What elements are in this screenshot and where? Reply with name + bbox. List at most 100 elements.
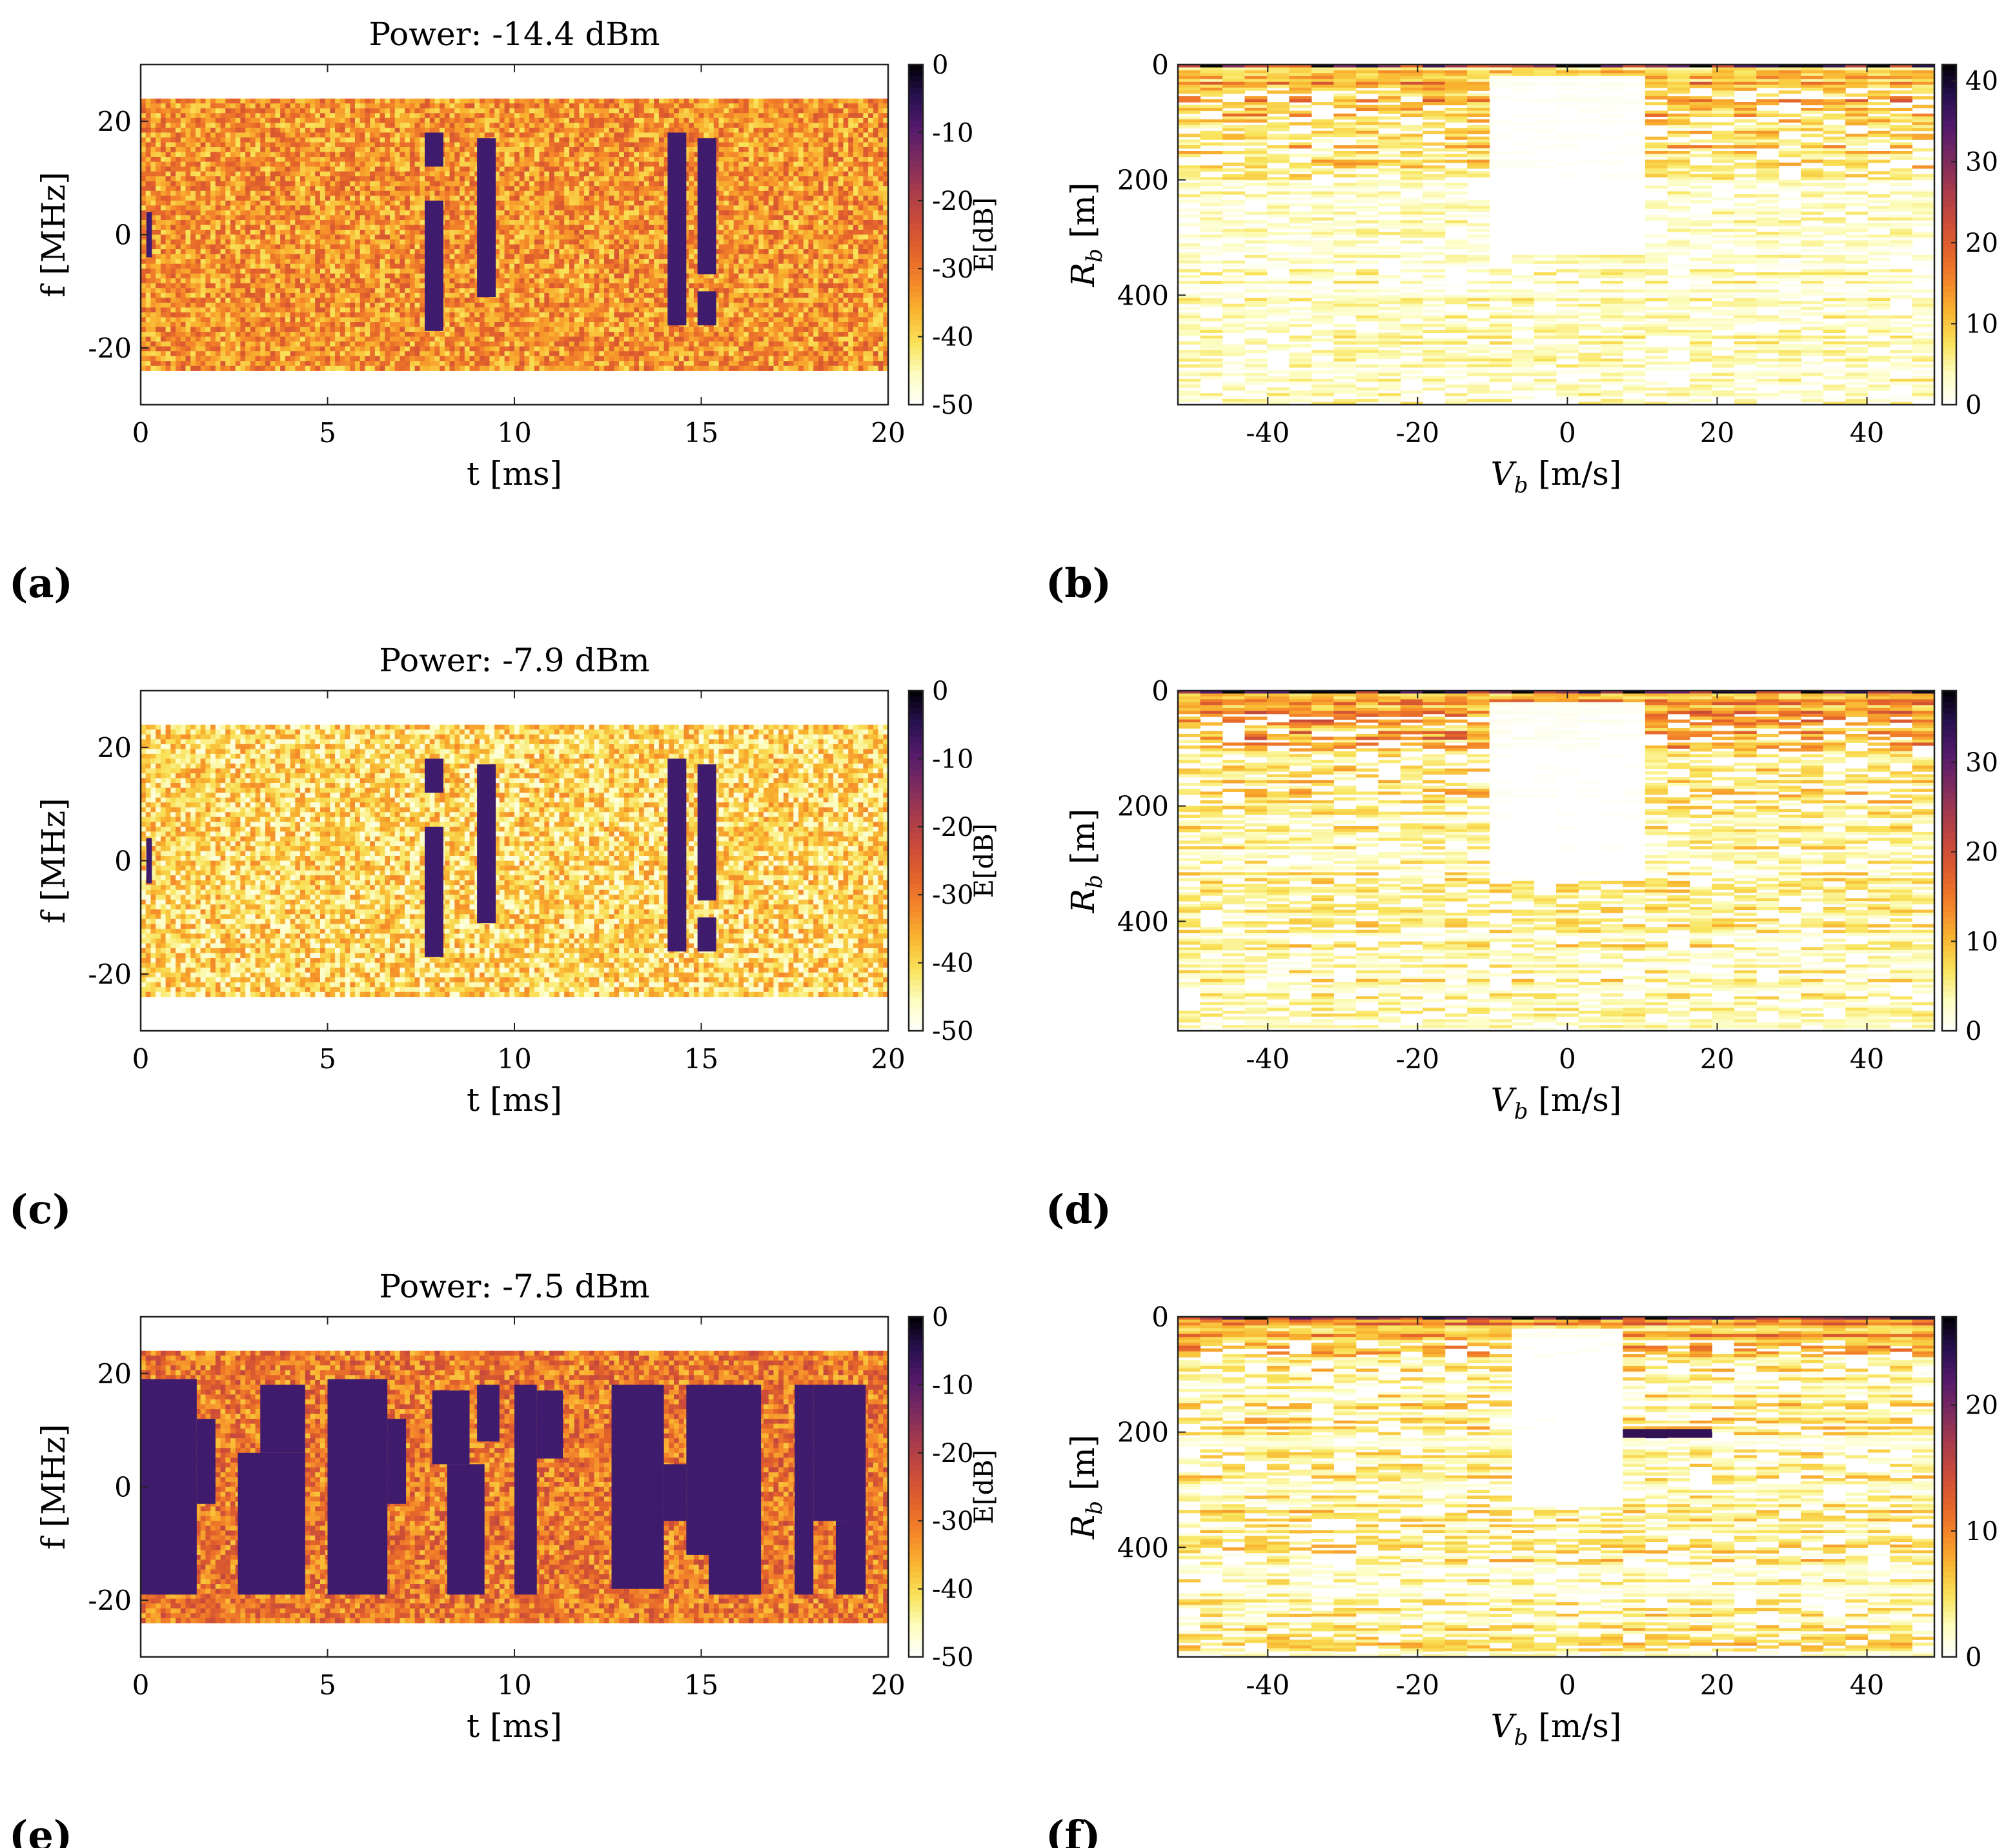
noise-cell [295, 128, 300, 133]
noise-cell [270, 118, 276, 123]
noise-cell [619, 128, 624, 133]
noise-cell [559, 128, 564, 133]
noise-cell [758, 113, 764, 118]
noise-cell [619, 103, 624, 108]
noise-cell [719, 99, 724, 104]
noise-cell [594, 99, 600, 104]
noise-cell [789, 118, 794, 123]
noise-cell [300, 108, 305, 114]
noise-cell [150, 123, 156, 128]
noise-cell [679, 113, 684, 118]
noise-cell [375, 103, 380, 108]
noise-cell [789, 113, 794, 118]
noise-cell [355, 113, 360, 118]
noise-cell [798, 118, 804, 123]
noise-cell [644, 118, 649, 123]
noise-cell [764, 118, 769, 123]
noise-cell [649, 99, 654, 104]
noise-cell [210, 103, 216, 108]
noise-cell [150, 108, 156, 114]
noise-cell [853, 99, 858, 104]
noise-cell [245, 103, 250, 108]
noise-cell [181, 128, 186, 133]
noise-cell [540, 118, 545, 123]
noise-cell [350, 123, 355, 128]
noise-cell [325, 123, 330, 128]
noise-cell [569, 123, 574, 128]
noise-cell [749, 132, 754, 137]
noise-cell [529, 99, 534, 104]
noise-cell [758, 108, 764, 114]
noise-cell [405, 99, 410, 104]
noise-cell [176, 113, 181, 118]
noise-cell [609, 118, 614, 123]
noise-cell [170, 113, 176, 118]
noise-cell [370, 99, 375, 104]
noise-cell [201, 132, 206, 137]
noise-cell [659, 118, 664, 123]
noise-cell [190, 118, 196, 123]
noise-cell [679, 118, 684, 123]
noise-cell [345, 108, 350, 114]
noise-cell [460, 132, 465, 137]
noise-cell [365, 118, 370, 123]
noise-cell [161, 118, 166, 123]
noise-cell [704, 103, 709, 108]
noise-cell [150, 103, 156, 108]
noise-cell [190, 132, 196, 137]
noise-cell [828, 113, 833, 118]
noise-cell [460, 113, 465, 118]
noise-cell [744, 128, 749, 133]
noise-cell [445, 99, 450, 104]
noise-cell [778, 118, 784, 123]
noise-cell [415, 128, 420, 133]
noise-cell [564, 99, 569, 104]
noise-cell [838, 128, 844, 133]
noise-cell [290, 103, 296, 108]
noise-cell [773, 103, 778, 108]
noise-cell [380, 118, 385, 123]
noise-cell [216, 103, 221, 108]
noise-cell [738, 128, 744, 133]
noise-cell [629, 99, 634, 104]
noise-cell [878, 118, 884, 123]
noise-cell [385, 99, 390, 104]
noise-cell [654, 103, 659, 108]
noise-cell [405, 128, 410, 133]
noise-cell [734, 118, 739, 123]
noise-cell [300, 132, 305, 137]
noise-cell [375, 113, 380, 118]
noise-cell [659, 132, 664, 137]
noise-cell [275, 118, 280, 123]
noise-cell [534, 132, 540, 137]
noise-cell [320, 103, 325, 108]
noise-cell [315, 128, 320, 133]
noise-cell [380, 132, 385, 137]
noise-cell [405, 132, 410, 137]
noise-cell [824, 118, 829, 123]
noise-cell [250, 99, 256, 104]
noise-cell [245, 99, 250, 104]
noise-cell [450, 118, 455, 123]
noise-cell [749, 123, 754, 128]
noise-cell [744, 132, 749, 137]
noise-cell [485, 123, 490, 128]
noise-cell [569, 128, 574, 133]
noise-cell [445, 108, 450, 114]
noise-cell [858, 118, 864, 123]
noise-cell [724, 103, 729, 108]
noise-cell [738, 103, 744, 108]
noise-cell [360, 108, 365, 114]
noise-cell [844, 99, 849, 104]
noise-cell [714, 118, 719, 123]
noise-cell [325, 108, 330, 114]
noise-cell [554, 123, 560, 128]
noise-cell [345, 113, 350, 118]
noise-cell [654, 118, 659, 123]
noise-cell [844, 128, 849, 133]
noise-cell [694, 132, 699, 137]
noise-cell [305, 103, 310, 108]
noise-cell [400, 108, 405, 114]
noise-cell [390, 108, 395, 114]
noise-cell [674, 128, 679, 133]
